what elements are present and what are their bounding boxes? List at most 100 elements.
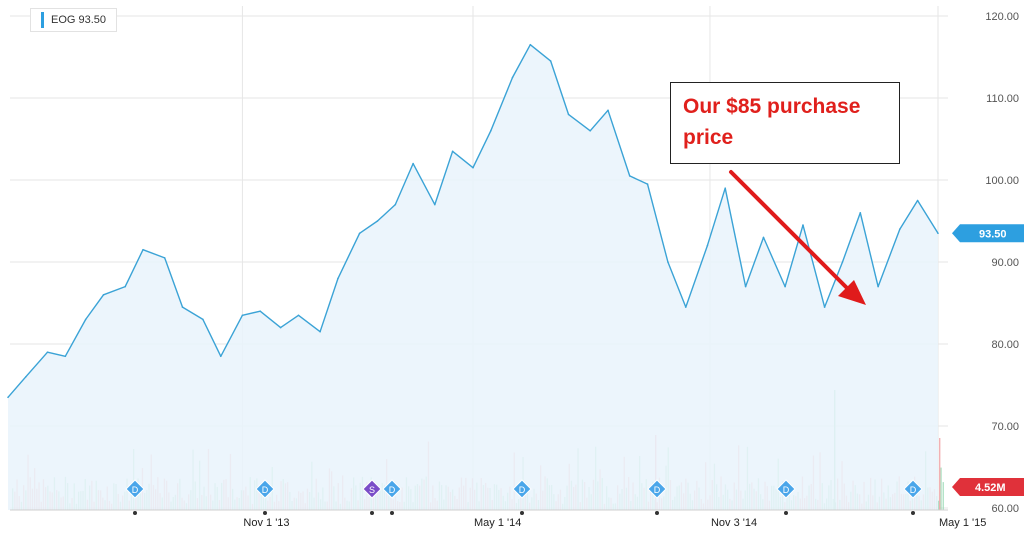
marker-label: D [262, 485, 269, 495]
price-point [472, 166, 474, 169]
price-point [916, 199, 919, 202]
legend-swatch [41, 12, 44, 28]
marker-dot [263, 511, 267, 515]
price-point [241, 314, 244, 317]
dividend-marker[interactable]: D [903, 479, 923, 515]
price-point [202, 318, 204, 321]
volume-badge [952, 478, 1024, 496]
dividend-marker[interactable]: D [647, 479, 667, 515]
marker-label: S [369, 485, 375, 495]
x-tick-label: Nov 3 '14 [711, 517, 757, 529]
marker-shape [362, 479, 382, 499]
price-point [898, 228, 901, 230]
x-tick-label: May 1 '14 [474, 517, 521, 529]
marker-dot [784, 511, 788, 515]
y-tick-label: 110.00 [986, 93, 1019, 105]
price-point [589, 130, 592, 132]
marker-dot [390, 511, 394, 515]
volume-bar [939, 438, 941, 510]
y-tick-label: 70.00 [991, 421, 1019, 433]
marker-dot [911, 511, 915, 515]
volume-bar [940, 467, 942, 510]
price-area [8, 44, 938, 510]
marker-label: D [519, 485, 526, 495]
dividend-marker[interactable]: D [382, 479, 402, 515]
annotation-text: Our $85 purchase price [683, 95, 861, 149]
price-point [549, 60, 552, 62]
price-point [259, 310, 262, 313]
price-point [25, 376, 27, 378]
price-point [529, 43, 532, 46]
marker-label: D [132, 485, 139, 495]
price-point [142, 248, 144, 251]
y-tick-label: 100.00 [985, 175, 1019, 187]
price-point [433, 203, 436, 206]
marker-shape [903, 479, 923, 499]
price-point [511, 76, 514, 79]
annotation-box: Our $85 purchase price [670, 82, 900, 164]
price-point [744, 285, 747, 288]
price-point [823, 306, 826, 308]
x-tick-label: Nov 1 '13 [243, 517, 289, 529]
annotation-arrow-shaft [729, 170, 852, 293]
annotation-arrow-head [838, 280, 866, 305]
x-tick-label: May 1 '15 [939, 517, 986, 529]
price-point [102, 294, 105, 296]
price-point [841, 261, 844, 263]
dividend-marker[interactable]: D [512, 479, 532, 515]
price-point [376, 220, 379, 222]
price-point [412, 162, 414, 165]
price-point [877, 285, 879, 288]
marker-label: D [654, 485, 661, 495]
price-point [724, 187, 727, 189]
price-point [84, 318, 87, 321]
marker-shape [776, 479, 796, 499]
price-point [394, 203, 397, 206]
price-point [937, 232, 939, 235]
price-point [628, 175, 631, 177]
legend-label: EOG 93.50 [51, 14, 107, 26]
price-point [684, 306, 687, 308]
price-point [784, 285, 786, 288]
price-point [859, 212, 862, 214]
marker-label: D [389, 485, 396, 495]
dividend-marker[interactable]: D [776, 479, 796, 515]
y-tick-label: 90.00 [991, 257, 1019, 269]
marker-dot [370, 511, 374, 515]
price-point [124, 285, 127, 288]
dividend-marker[interactable]: D [255, 479, 275, 515]
price-point [802, 224, 804, 226]
volume-badge-label: 4.52M [975, 482, 1006, 494]
marker-label: D [910, 485, 917, 495]
y-tick-label: 80.00 [991, 339, 1019, 351]
dividend-marker[interactable]: D [125, 479, 145, 515]
marker-shape [647, 479, 667, 499]
price-point [337, 277, 339, 280]
price-point [646, 183, 649, 185]
price-point [319, 330, 321, 333]
price-point [297, 314, 300, 317]
price-point [567, 113, 570, 116]
price-badge [952, 224, 1024, 243]
price-point [706, 244, 709, 247]
price-point [163, 257, 166, 259]
price-point [7, 396, 9, 399]
price-badge-label: 93.50 [979, 228, 1007, 240]
price-point [667, 261, 669, 263]
split-marker[interactable]: S [362, 479, 382, 515]
price-point [46, 351, 49, 354]
price-point [279, 326, 282, 329]
price-point [358, 232, 361, 235]
marker-label: D [783, 485, 790, 495]
marker-shape [382, 479, 402, 499]
marker-dot [133, 511, 137, 515]
price-point [219, 355, 222, 358]
price-point [762, 236, 765, 239]
price-point [64, 355, 67, 358]
marker-dot [655, 511, 659, 515]
y-tick-label: 120.00 [985, 11, 1019, 23]
legend: EOG 93.50 [30, 8, 118, 32]
y-tick-label: 60.00 [991, 503, 1019, 515]
price-point [181, 306, 184, 308]
marker-shape [512, 479, 532, 499]
